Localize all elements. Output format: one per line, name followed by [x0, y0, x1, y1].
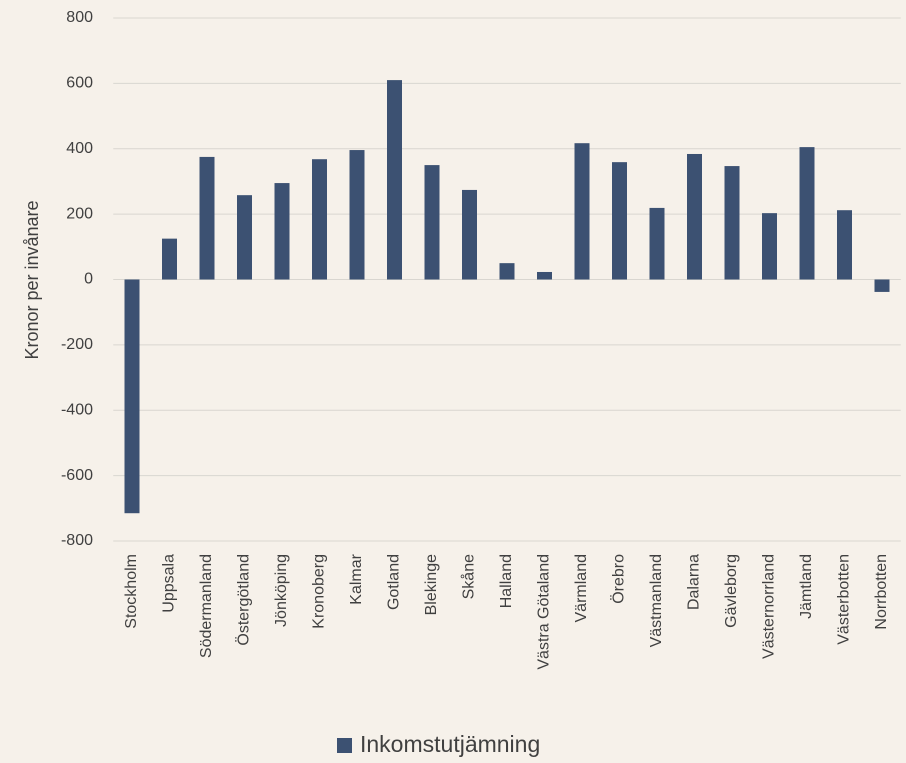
bar: [349, 150, 365, 280]
y-tick-label: -200: [61, 336, 93, 353]
x-tick-label: Kalmar: [348, 553, 365, 604]
bar: [649, 207, 665, 280]
x-tick-label: Kronoberg: [311, 554, 328, 629]
bar: [762, 213, 777, 280]
y-tick-label: 600: [66, 75, 93, 92]
bar: [874, 279, 890, 292]
x-tick-label: Norrbotten: [873, 554, 890, 630]
x-tick-label: Värmland: [573, 554, 590, 622]
bar: [799, 147, 815, 280]
y-tick-label: -600: [61, 467, 93, 484]
x-tick-label: Blekinge: [423, 554, 440, 615]
y-tick-label: 200: [66, 205, 93, 222]
bar: [724, 166, 740, 280]
bar: [537, 271, 552, 280]
x-tick-label: Halland: [498, 554, 515, 608]
y-tick-label: 0: [84, 271, 93, 288]
legend-swatch: [337, 738, 352, 753]
y-tick-label: 800: [66, 9, 93, 26]
y-axis-label: Kronor per invånare: [22, 200, 42, 359]
x-tick-label: Gävleborg: [723, 554, 740, 628]
x-tick-label: Jämtland: [798, 554, 815, 619]
bar: [274, 183, 290, 280]
x-tick-label: Södermanland: [198, 554, 215, 658]
x-tick-label: Västernorrland: [761, 554, 778, 659]
bar: [312, 159, 327, 280]
x-tick-label: Jönköping: [273, 554, 290, 627]
x-tick-label: Västra Götaland: [536, 554, 553, 670]
bar: [462, 189, 477, 280]
x-tick-label: Östergötland: [235, 554, 253, 646]
bar: [162, 238, 177, 280]
bar: [387, 80, 402, 280]
bar: [574, 143, 590, 280]
bar: [124, 279, 140, 514]
y-tick-label: -400: [61, 401, 93, 418]
bar: [237, 195, 252, 280]
bar: [612, 162, 627, 280]
x-tick-label: Gotland: [386, 554, 403, 610]
x-tick-label: Dalarna: [686, 554, 703, 610]
y-tick-label: -800: [61, 532, 93, 549]
bar: [837, 210, 852, 280]
x-tick-label: Uppsala: [161, 554, 178, 613]
x-tick-label: Skåne: [460, 554, 478, 599]
bar: [424, 165, 440, 280]
bar: [199, 156, 215, 280]
y-tick-label: 400: [66, 140, 93, 157]
x-tick-label: Västerbotten: [836, 554, 853, 645]
legend-label: Inkomstutjämning: [360, 731, 540, 757]
x-tick-label: Västmanland: [648, 554, 665, 647]
bar: [499, 263, 515, 280]
x-tick-label: Örebro: [610, 554, 628, 604]
bar: [687, 153, 702, 280]
x-tick-label: Stockholm: [123, 554, 140, 629]
